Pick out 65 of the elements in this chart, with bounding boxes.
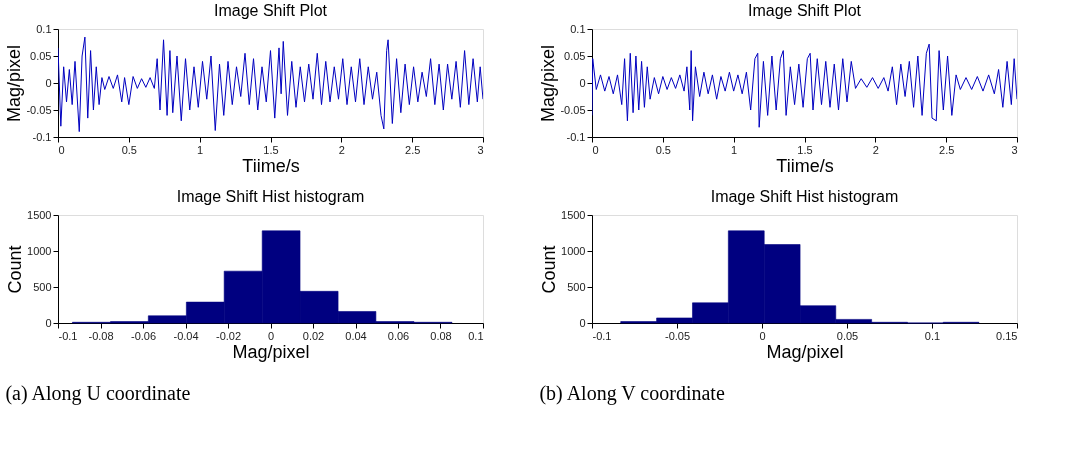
text: (a) Along U coordinate bbox=[5, 381, 191, 405]
x-tick-label: 0.04 bbox=[345, 329, 367, 342]
y-axis-title: Mag/pixel bbox=[538, 44, 559, 123]
x-tick-label: -0.05 bbox=[664, 329, 691, 342]
x-axis-title: Tiime/s bbox=[242, 155, 300, 176]
chart-title: Image Shift Plot bbox=[748, 2, 862, 19]
x-tick-label: 0 bbox=[267, 329, 275, 342]
y-tick-label: 0.05 bbox=[564, 49, 586, 62]
line-series bbox=[592, 43, 1017, 128]
text: (b) Along V coordinate bbox=[539, 381, 725, 405]
y-tick-label: 0 bbox=[579, 316, 586, 329]
x-tick-label: 0.05 bbox=[836, 329, 859, 342]
x-axis-title: Mag/pixel bbox=[766, 341, 844, 362]
x-tick-label: 0 bbox=[592, 143, 599, 156]
y-tick-label: 1500 bbox=[561, 208, 586, 221]
x-tick-label: 0.1 bbox=[924, 329, 941, 342]
y-tick-label: 1000 bbox=[561, 244, 586, 257]
x-tick-label: 0.15 bbox=[996, 329, 1018, 342]
chart-title: Image Shift Hist histogram bbox=[176, 188, 365, 205]
x-tick-label: -0.06 bbox=[130, 329, 157, 342]
x-tick-label: 0.08 bbox=[430, 329, 452, 342]
x-tick-label: 3 bbox=[1011, 143, 1018, 156]
x-tick-label: 0.5 bbox=[121, 143, 137, 156]
x-tick-label: -0.1 bbox=[592, 329, 612, 342]
x-tick-label: 1.5 bbox=[263, 143, 279, 156]
x-tick-label: -0.02 bbox=[215, 329, 242, 342]
y-axis-title: Count bbox=[539, 245, 560, 294]
x-axis-title: Mag/pixel bbox=[232, 341, 310, 362]
x-axis-title: Tiime/s bbox=[776, 155, 834, 176]
y-tick-label: -0.05 bbox=[26, 103, 52, 116]
chart-title: Image Shift Plot bbox=[214, 2, 328, 19]
y-tick-label: 500 bbox=[33, 280, 52, 293]
x-tick-label: -0.08 bbox=[88, 329, 114, 342]
x-tick-label: -0.04 bbox=[173, 329, 199, 342]
x-tick-label: 0.1 bbox=[468, 329, 484, 342]
x-tick-label: 3 bbox=[477, 143, 484, 156]
y-tick-label: 0.05 bbox=[30, 49, 52, 62]
x-tick-label: 0.02 bbox=[302, 329, 325, 342]
y-tick-label: 0.1 bbox=[36, 22, 52, 35]
y-tick-label: -0.05 bbox=[560, 103, 586, 116]
x-tick-label: -0.1 bbox=[58, 329, 78, 342]
y-tick-label: 500 bbox=[567, 280, 586, 293]
x-tick-label: 2.5 bbox=[405, 143, 421, 156]
x-tick-label: 2.5 bbox=[939, 143, 955, 156]
y-tick-label: -0.1 bbox=[32, 130, 52, 143]
x-tick-label: 1 bbox=[731, 143, 738, 156]
x-tick-label: 1 bbox=[197, 143, 204, 156]
x-tick-label: 0.5 bbox=[655, 143, 671, 156]
y-tick-label: 0 bbox=[45, 316, 52, 329]
x-tick-label: 2 bbox=[338, 143, 345, 156]
y-tick-label: 0 bbox=[579, 76, 586, 89]
line-series bbox=[58, 36, 483, 133]
y-tick-label: -0.1 bbox=[566, 130, 586, 143]
x-tick-label: 2 bbox=[872, 143, 879, 156]
y-tick-label: 1500 bbox=[27, 208, 52, 221]
y-axis-title: Count bbox=[5, 245, 26, 294]
y-tick-label: 0 bbox=[45, 76, 52, 89]
x-tick-label: 0 bbox=[759, 329, 766, 342]
x-tick-label: 0 bbox=[58, 143, 65, 156]
x-tick-label: 1.5 bbox=[797, 143, 813, 156]
chart-title: Image Shift Hist histogram bbox=[710, 188, 899, 205]
y-axis-title: Mag/pixel bbox=[4, 44, 25, 123]
y-tick-label: 1000 bbox=[27, 244, 52, 257]
y-tick-label: 0.1 bbox=[570, 22, 586, 35]
x-tick-label: 0.06 bbox=[387, 329, 410, 342]
